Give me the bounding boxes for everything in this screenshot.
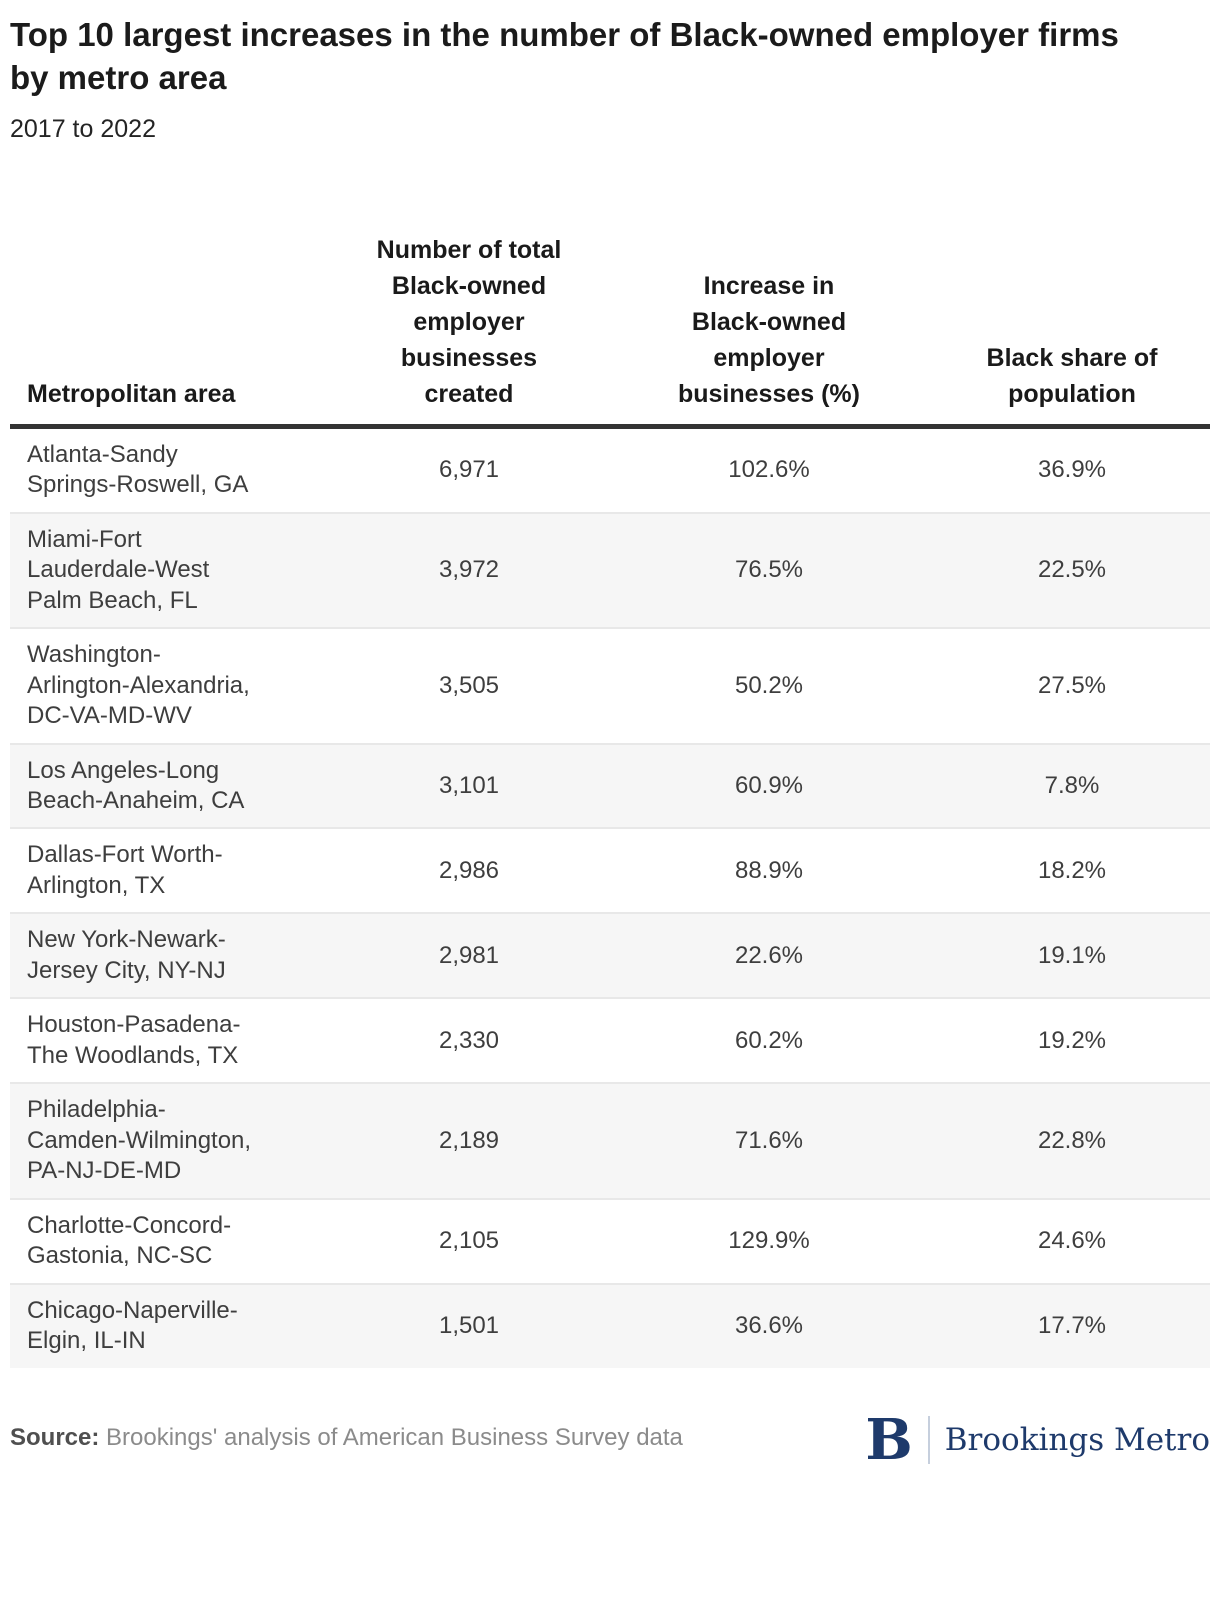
share-cell: 24.6% [1037, 1226, 1107, 1254]
header-row: Metropolitan area Number of total Black-… [10, 231, 1210, 429]
increase-cell: 50.2% [734, 671, 804, 699]
table-row: Chicago-Naperville-Elgin, IL-IN 1,501 36… [10, 1283, 1210, 1368]
share-cell: 7.8% [1044, 771, 1100, 799]
increase-cell: 76.5% [734, 556, 804, 584]
metro-area-cell: Chicago-Naperville-Elgin, IL-IN [27, 1296, 238, 1355]
figure-footer: Source: Brookings' analysis of American … [10, 1410, 1210, 1478]
metro-area-cell: Charlotte-Concord-Gastonia, NC-SC [27, 1211, 232, 1270]
metro-area-cell: Los Angeles-Long Beach-Anaheim, CA [27, 756, 245, 814]
table-row: Atlanta-Sandy Springs-Roswell, GA 6,971 … [10, 426, 1210, 512]
increase-cell: 88.9% [734, 856, 804, 884]
table-row: New York-Newark-Jersey City, NY-NJ 2,981… [10, 913, 1210, 999]
created-cell: 2,981 [438, 941, 500, 969]
share-cell: 18.2% [1037, 856, 1107, 884]
created-cell: 3,101 [438, 771, 500, 799]
metro-area-cell: Houston-Pasadena-The Woodlands, TX [27, 1011, 241, 1069]
created-cell: 2,189 [438, 1126, 500, 1154]
share-cell: 19.2% [1037, 1026, 1107, 1054]
table-row: Houston-Pasadena-The Woodlands, TX 2,330… [10, 998, 1210, 1083]
share-cell: 22.5% [1037, 556, 1107, 584]
created-cell: 2,986 [438, 856, 500, 884]
brookings-metro-wordmark: Brookings Metro [944, 1421, 1210, 1458]
created-cell: 2,105 [438, 1226, 500, 1254]
metro-area-cell: Dallas-Fort Worth-Arlington, TX [27, 841, 223, 899]
created-cell: 2,330 [438, 1026, 500, 1054]
column-header-metro-area: Metropolitan area [10, 231, 334, 429]
metro-area-cell: New York-Newark-Jersey City, NY-NJ [27, 926, 226, 984]
brookings-logo: B Brookings Metro [865, 1412, 1210, 1468]
increase-cell: 71.6% [734, 1126, 804, 1154]
column-header-black-share: Black share of population [934, 231, 1210, 429]
page-title: Top 10 largest increases in the number o… [10, 16, 1119, 96]
figure-container: Top 10 largest increases in the number o… [10, 16, 1210, 1478]
table-row: Miami-Fort Lauderdale-West Palm Beach, F… [10, 512, 1210, 629]
column-header-businesses-created: Number of total Black-owned employer bus… [334, 231, 604, 429]
source-note: Source: Brookings' analysis of American … [10, 1424, 683, 1452]
metro-area-cell: Miami-Fort Lauderdale-West Palm Beach, F… [27, 525, 210, 614]
created-cell: 6,971 [438, 456, 500, 484]
increase-cell: 22.6% [734, 941, 804, 969]
increase-cell: 60.2% [734, 1026, 804, 1054]
share-cell: 27.5% [1037, 671, 1107, 699]
increase-cell: 129.9% [728, 1226, 810, 1254]
brookings-b-mark: B [865, 1406, 913, 1473]
created-cell: 3,505 [438, 671, 500, 699]
increase-cell: 102.6% [728, 456, 810, 484]
created-cell: 1,501 [438, 1311, 500, 1339]
table-row: Dallas-Fort Worth-Arlington, TX 2,986 88… [10, 828, 1210, 913]
increase-cell: 36.6% [734, 1311, 804, 1339]
created-cell: 3,972 [438, 556, 500, 584]
share-cell: 17.7% [1037, 1311, 1107, 1339]
share-cell: 19.1% [1037, 941, 1107, 969]
column-header-increase-pct: Increase in Black-owned employer busines… [604, 231, 934, 429]
metro-area-cell: Washington-Arlington-Alexandria, DC-VA-M… [27, 641, 250, 730]
logo-divider [927, 1415, 930, 1464]
data-table: Metropolitan area Number of total Black-… [10, 231, 1210, 1368]
share-cell: 36.9% [1037, 456, 1107, 484]
table-row: Washington-Arlington-Alexandria, DC-VA-M… [10, 628, 1210, 743]
table-row: Philadelphia-Camden-Wilmington, PA-NJ-DE… [10, 1083, 1210, 1199]
increase-cell: 60.9% [734, 771, 804, 799]
metro-area-cell: Atlanta-Sandy Springs-Roswell, GA [27, 440, 249, 499]
table-row: Charlotte-Concord-Gastonia, NC-SC 2,105 … [10, 1198, 1210, 1284]
source-text: Brookings' analysis of American Business… [106, 1423, 683, 1451]
metro-area-cell: Philadelphia-Camden-Wilmington, PA-NJ-DE… [27, 1096, 252, 1185]
source-label: Source: [10, 1423, 100, 1451]
subtitle: 2017 to 2022 [10, 114, 156, 143]
table-row: Los Angeles-Long Beach-Anaheim, CA 3,101… [10, 743, 1210, 829]
share-cell: 22.8% [1037, 1126, 1107, 1154]
